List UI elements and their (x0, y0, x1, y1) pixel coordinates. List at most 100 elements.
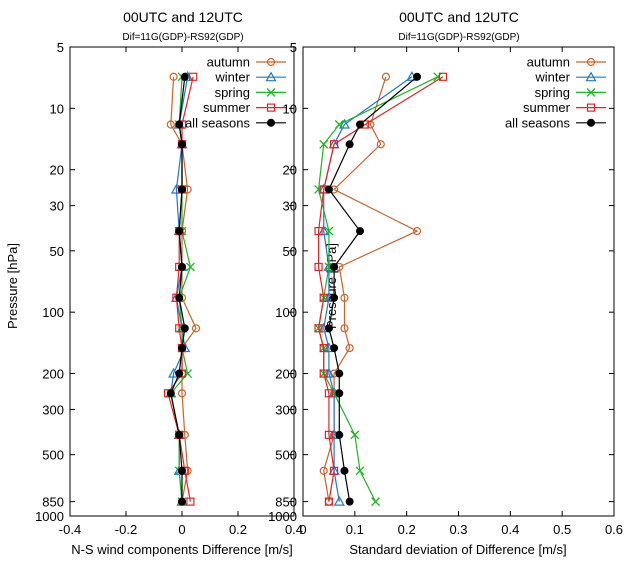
data-point-dot (166, 389, 175, 398)
data-point-x (183, 369, 193, 378)
legend-label: autumn (207, 55, 250, 70)
y-tick-label: 10 (283, 101, 297, 116)
y-tick-label: 300 (275, 402, 297, 417)
data-point-dot (345, 140, 354, 149)
data-point-dot (345, 497, 354, 506)
x-tick-label: 0 (299, 522, 306, 537)
y-tick-label: 5 (290, 40, 297, 55)
data-point-circle (412, 226, 422, 236)
data-point-triangle (265, 71, 277, 82)
data-point-dot (175, 430, 184, 439)
data-point-triangle (585, 71, 597, 82)
data-point-dot (356, 120, 365, 129)
data-point-x (185, 262, 195, 272)
data-point-x-stroke (355, 466, 365, 476)
y-tick-label: 200 (42, 367, 64, 382)
legend-label: all seasons (185, 115, 251, 130)
x-tick-label: -0.2 (115, 522, 137, 537)
data-point-dot (180, 72, 189, 81)
x-tick-label: 0.4 (501, 522, 519, 537)
data-point-x-stroke (314, 185, 324, 194)
data-point-circle (319, 466, 328, 475)
data-point-dot (175, 227, 184, 236)
data-point-circle (191, 324, 201, 333)
data-point-square (319, 293, 328, 302)
data-point-dot (335, 430, 344, 439)
data-point-square (324, 389, 334, 398)
data-point-circle (340, 324, 349, 333)
y-tick-label: 100 (42, 305, 64, 320)
data-point-circle (340, 293, 349, 302)
data-point-dot (330, 262, 339, 271)
data-point-dot (178, 344, 186, 353)
y-tick-label: 50 (283, 244, 297, 259)
legend-label: autumn (527, 55, 570, 70)
chart-panel-ns-difference: 00UTC and 12UTC Dif=11G(GDP)-RS92(GDP) N… (5, 9, 303, 557)
y-tick-label: 1000 (268, 509, 297, 524)
data-point-square (438, 72, 448, 81)
legend-label: spring (215, 85, 250, 100)
x-axis-label: Standard deviation of Difference [m/s] (349, 542, 566, 557)
data-point-circle (381, 72, 391, 81)
chart-panel-std-deviation: 00UTC and 12UTC Dif=11G(GDP)-RS92(GDP) S… (268, 9, 623, 557)
data-point-dot (340, 466, 349, 475)
data-point-circle (169, 72, 178, 81)
data-point-x (433, 72, 443, 82)
series-all-seasons (166, 72, 189, 506)
data-point-dot (356, 227, 365, 236)
data-point-circle (376, 140, 385, 149)
y-tick-label: 850 (42, 495, 64, 510)
x-tick-label: 0.3 (449, 522, 467, 537)
data-point-square (330, 466, 339, 475)
y-tick-label: 30 (50, 199, 64, 214)
data-point-square (314, 226, 323, 236)
chart-subtitle: Dif=11G(GDP)-RS92(GDP) (398, 32, 519, 43)
x-tick-label: 0.1 (346, 522, 364, 537)
data-point-dot (587, 118, 595, 127)
series-line (328, 76, 418, 502)
y-axis-label: Pressure [hPa] (5, 243, 20, 329)
data-point-circle (345, 343, 354, 353)
data-point-dot (175, 369, 184, 378)
y-tick-label: 1000 (35, 509, 64, 524)
y-tick-label: 30 (283, 199, 297, 214)
data-point-square (324, 497, 334, 506)
x-axis-label: N-S wind components Difference [m/s] (71, 542, 293, 557)
data-point-square (319, 369, 328, 378)
legend-label: summer (203, 100, 251, 115)
series-line (317, 76, 444, 502)
y-tick-label: 100 (275, 305, 297, 320)
data-point-square (319, 343, 328, 353)
data-point-square (330, 140, 339, 149)
data-point-x-stroke (266, 87, 276, 97)
y-tick-label: 20 (283, 163, 297, 178)
data-point-circle (177, 389, 187, 398)
data-point-x (355, 466, 365, 476)
y-tick-label: 5 (57, 40, 64, 55)
data-point-dot (178, 185, 186, 194)
data-point-x-stroke (371, 497, 381, 507)
y-tick-label: 50 (50, 244, 64, 259)
y-tick-label: 500 (275, 448, 297, 463)
data-point-dot (324, 185, 333, 194)
data-point-circle (586, 57, 596, 67)
data-point-square (324, 430, 334, 439)
legend-label: summer (523, 100, 571, 115)
data-point-x (586, 87, 596, 97)
data-point-x (324, 226, 334, 236)
data-point-dot (324, 324, 333, 333)
y-tick-label: 20 (50, 163, 64, 178)
series-line (170, 76, 186, 502)
series-all-seasons (324, 72, 422, 506)
y-tick-label: 850 (275, 495, 297, 510)
data-point-dot (335, 389, 344, 398)
x-tick-label: 0.2 (229, 522, 247, 537)
chart-title: 00UTC and 12UTC (123, 9, 243, 25)
data-point-x-stroke (433, 72, 443, 82)
data-point-square (266, 103, 276, 112)
data-point-dot (178, 466, 186, 475)
legend-label: winter (214, 70, 250, 85)
data-point-dot (330, 293, 339, 302)
data-point-x-stroke (185, 262, 195, 272)
